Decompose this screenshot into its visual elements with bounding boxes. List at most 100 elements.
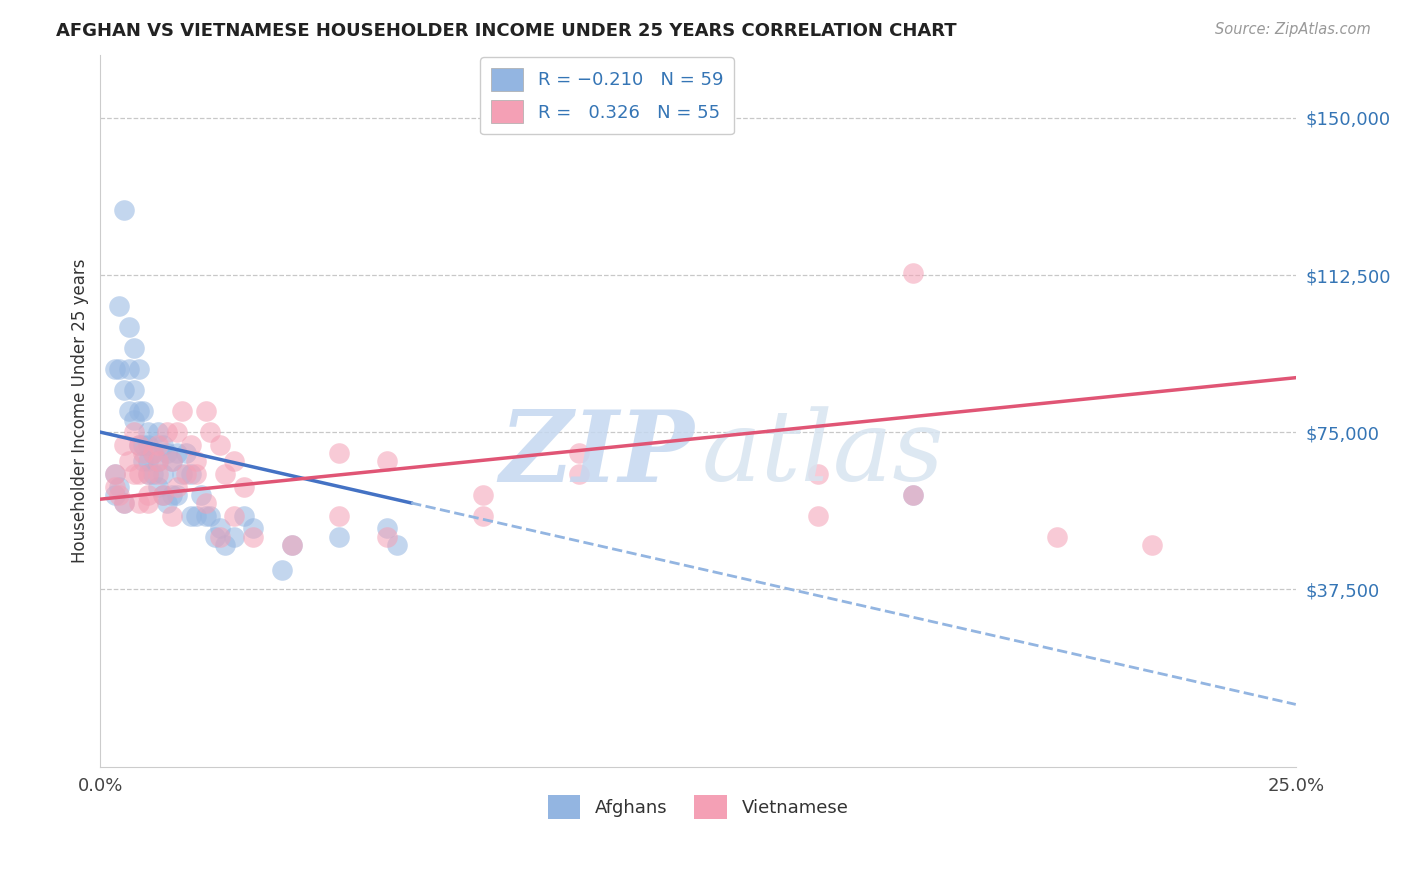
Point xyxy=(200,508,222,523)
Point xyxy=(184,508,207,523)
Point xyxy=(194,508,217,523)
Point xyxy=(136,467,159,481)
Point xyxy=(328,508,350,523)
Point xyxy=(328,446,350,460)
Point xyxy=(567,446,589,460)
Point xyxy=(375,530,398,544)
Point xyxy=(567,467,589,481)
Point xyxy=(108,362,131,376)
Legend: Afghans, Vietnamese: Afghans, Vietnamese xyxy=(540,789,855,826)
Point xyxy=(160,454,183,468)
Point xyxy=(280,538,302,552)
Point xyxy=(146,438,169,452)
Point xyxy=(152,488,174,502)
Point xyxy=(232,508,254,523)
Point xyxy=(112,438,135,452)
Point xyxy=(166,425,188,439)
Point xyxy=(146,425,169,439)
Point xyxy=(122,425,145,439)
Point xyxy=(903,488,925,502)
Point xyxy=(903,488,925,502)
Point xyxy=(122,467,145,481)
Point xyxy=(280,538,302,552)
Point xyxy=(128,404,150,418)
Point xyxy=(108,488,131,502)
Point xyxy=(142,446,165,460)
Point xyxy=(232,480,254,494)
Point xyxy=(136,467,159,481)
Text: Source: ZipAtlas.com: Source: ZipAtlas.com xyxy=(1215,22,1371,37)
Point xyxy=(160,454,183,468)
Point xyxy=(132,438,155,452)
Point xyxy=(194,496,217,510)
Point xyxy=(184,454,207,468)
Point xyxy=(204,530,226,544)
Point xyxy=(166,480,188,494)
Point xyxy=(375,454,398,468)
Point xyxy=(190,488,212,502)
Point xyxy=(146,467,169,481)
Y-axis label: Householder Income Under 25 years: Householder Income Under 25 years xyxy=(72,259,89,564)
Point xyxy=(385,538,408,552)
Point xyxy=(1142,538,1164,552)
Point xyxy=(166,488,188,502)
Point xyxy=(328,530,350,544)
Point xyxy=(132,404,155,418)
Point xyxy=(156,425,179,439)
Point xyxy=(112,496,135,510)
Point xyxy=(108,300,131,314)
Point xyxy=(208,530,231,544)
Point xyxy=(184,467,207,481)
Point xyxy=(224,454,246,468)
Point xyxy=(118,320,141,334)
Point xyxy=(146,454,169,468)
Point xyxy=(170,467,193,481)
Point xyxy=(122,342,145,356)
Point xyxy=(128,438,150,452)
Point xyxy=(152,488,174,502)
Point xyxy=(132,454,155,468)
Point xyxy=(152,438,174,452)
Point xyxy=(156,446,179,460)
Point xyxy=(136,496,159,510)
Point xyxy=(128,467,150,481)
Point xyxy=(136,425,159,439)
Point xyxy=(208,438,231,452)
Point xyxy=(104,480,127,494)
Point xyxy=(242,521,264,535)
Point xyxy=(242,530,264,544)
Point xyxy=(166,446,188,460)
Point xyxy=(471,488,494,502)
Point xyxy=(146,454,169,468)
Point xyxy=(160,508,183,523)
Point xyxy=(375,521,398,535)
Point xyxy=(142,467,165,481)
Text: atlas: atlas xyxy=(702,406,945,501)
Point xyxy=(152,467,174,481)
Point xyxy=(118,454,141,468)
Text: AFGHAN VS VIETNAMESE HOUSEHOLDER INCOME UNDER 25 YEARS CORRELATION CHART: AFGHAN VS VIETNAMESE HOUSEHOLDER INCOME … xyxy=(56,22,957,40)
Point xyxy=(214,467,236,481)
Point xyxy=(807,467,830,481)
Point xyxy=(224,530,246,544)
Point xyxy=(104,467,127,481)
Point xyxy=(104,362,127,376)
Point xyxy=(136,438,159,452)
Point xyxy=(160,488,183,502)
Point xyxy=(128,496,150,510)
Point xyxy=(128,362,150,376)
Point xyxy=(807,508,830,523)
Point xyxy=(471,508,494,523)
Point xyxy=(180,467,202,481)
Point xyxy=(146,480,169,494)
Point xyxy=(224,508,246,523)
Point xyxy=(132,446,155,460)
Point xyxy=(200,425,222,439)
Point xyxy=(180,438,202,452)
Point xyxy=(156,496,179,510)
Point xyxy=(122,412,145,426)
Point xyxy=(170,404,193,418)
Point xyxy=(136,454,159,468)
Point xyxy=(108,480,131,494)
Point xyxy=(128,438,150,452)
